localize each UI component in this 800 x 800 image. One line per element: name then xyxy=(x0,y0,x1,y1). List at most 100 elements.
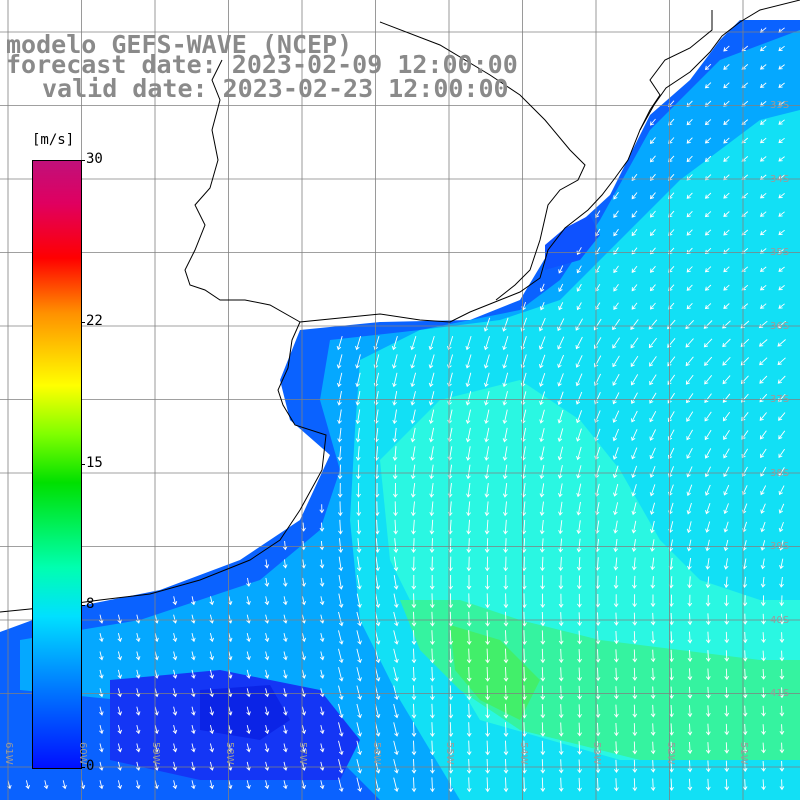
wind-arrow xyxy=(723,229,730,236)
wind-arrow xyxy=(631,465,638,479)
wind-arrow xyxy=(301,706,307,716)
wind-arrow xyxy=(430,777,435,793)
wind-arrow xyxy=(99,724,104,735)
wind-arrow xyxy=(613,192,619,200)
wind-arrow xyxy=(466,575,472,590)
wind-arrow xyxy=(685,338,694,348)
wind-arrow xyxy=(539,428,545,443)
wind-arrow xyxy=(761,650,766,662)
wind-arrow xyxy=(613,302,619,310)
wind-arrow xyxy=(687,594,693,607)
wind-arrow xyxy=(411,593,417,609)
wind-arrow xyxy=(705,705,711,718)
longitude-label: 61W xyxy=(3,742,14,765)
wind-arrow xyxy=(503,630,509,646)
wind-arrow xyxy=(761,632,766,643)
wind-arrow xyxy=(227,614,233,624)
wind-arrow xyxy=(154,780,159,790)
wind-arrow xyxy=(723,430,730,440)
wind-arrow xyxy=(319,522,325,532)
wind-arrow xyxy=(759,211,767,217)
wind-arrow xyxy=(483,354,490,369)
wind-arrow xyxy=(301,651,307,661)
wind-arrow xyxy=(630,337,639,349)
wind-arrow xyxy=(411,556,417,572)
wind-arrow xyxy=(613,594,619,608)
wind-arrow xyxy=(576,501,582,516)
wind-arrow xyxy=(595,759,601,774)
wind-arrow xyxy=(558,685,564,700)
wind-arrow xyxy=(758,320,768,329)
wind-arrow xyxy=(465,446,471,461)
wind-arrow xyxy=(43,780,49,790)
wind-arrow xyxy=(778,156,785,162)
wind-arrow xyxy=(576,520,582,535)
wind-arrow xyxy=(778,485,785,496)
wind-arrow xyxy=(575,336,583,350)
wind-arrow xyxy=(779,668,785,680)
longitude-label: 57W xyxy=(297,742,308,765)
wind-arrow xyxy=(391,335,398,351)
wind-arrow xyxy=(227,651,233,661)
wind-arrow xyxy=(503,538,508,554)
wind-arrow xyxy=(686,302,693,310)
wind-arrow xyxy=(99,632,104,643)
wind-arrow xyxy=(686,466,693,478)
wind-arrow xyxy=(539,372,546,387)
wind-arrow xyxy=(410,372,417,388)
wind-arrow xyxy=(522,611,527,627)
wind-arrow xyxy=(576,557,582,571)
wind-arrow xyxy=(577,704,582,719)
wind-arrow xyxy=(356,519,362,535)
wind-arrow xyxy=(759,137,767,144)
wind-arrow xyxy=(649,155,656,163)
wind-arrow xyxy=(338,759,344,774)
wind-arrow xyxy=(742,779,748,791)
wind-arrow xyxy=(411,703,417,719)
wind-arrow xyxy=(466,777,472,793)
wind-arrow xyxy=(484,409,490,424)
wind-arrow xyxy=(135,614,141,624)
wind-arrow xyxy=(485,666,490,682)
wind-arrow xyxy=(191,724,196,735)
wind-arrow xyxy=(465,427,471,443)
wind-arrow xyxy=(485,722,490,738)
ocean-field-patch-ne xyxy=(545,215,600,270)
wind-arrow xyxy=(577,593,582,608)
wind-arrow xyxy=(760,503,766,514)
wind-arrow xyxy=(759,192,767,199)
wind-arrow xyxy=(778,193,785,199)
wind-arrow xyxy=(778,211,785,217)
wind-arrow xyxy=(704,393,712,404)
wind-arrow xyxy=(760,595,766,607)
colorbar-tick-label: 0 xyxy=(86,758,95,774)
wind-arrow xyxy=(484,391,490,406)
wind-arrow xyxy=(466,519,472,535)
wind-arrow xyxy=(649,410,657,423)
wind-arrow xyxy=(430,685,435,701)
wind-arrow xyxy=(135,743,141,753)
wind-arrow xyxy=(411,666,417,682)
wind-arrow xyxy=(687,613,693,626)
wind-arrow xyxy=(246,669,251,679)
wind-arrow xyxy=(430,648,435,664)
wind-arrow xyxy=(595,612,601,627)
wind-arrow xyxy=(392,372,398,388)
wind-arrow xyxy=(338,575,344,590)
wind-arrow xyxy=(319,688,325,698)
wind-arrow xyxy=(704,303,712,310)
wind-arrow xyxy=(154,743,159,753)
forecast-date: forecast date: 2023-02-09 12:00:00 xyxy=(6,50,518,79)
wind-arrow xyxy=(614,612,619,626)
wind-arrow xyxy=(356,667,362,682)
wind-arrow xyxy=(172,596,178,606)
wind-arrow xyxy=(778,82,785,88)
wind-arrow xyxy=(338,777,344,792)
wind-arrow xyxy=(761,724,766,735)
wind-arrow xyxy=(356,630,362,645)
wind-arrow xyxy=(466,758,472,774)
wind-arrow xyxy=(779,595,785,607)
wind-arrow xyxy=(558,648,564,664)
